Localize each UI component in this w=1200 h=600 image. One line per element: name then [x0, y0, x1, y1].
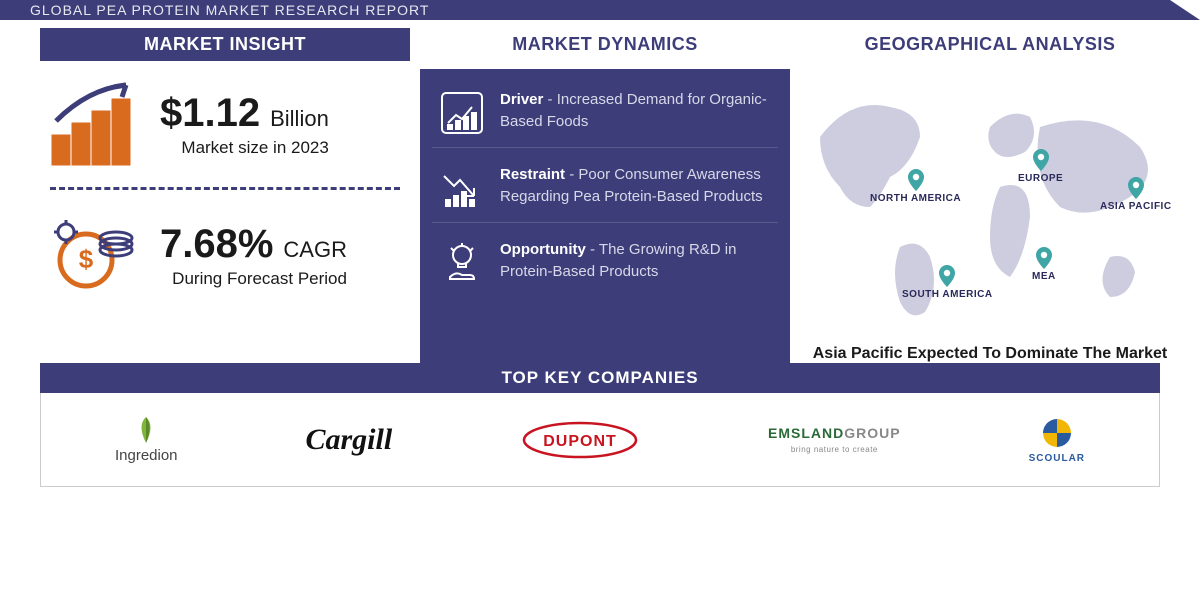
company-label: Ingredion: [115, 447, 178, 464]
leaf-icon: [129, 415, 163, 445]
company-cargill: Cargill: [305, 423, 392, 457]
cagr-unit: CAGR: [283, 237, 347, 263]
map-region-asia-pacific: ASIA PACIFIC: [1100, 177, 1172, 212]
restraint-text: Restraint - Poor Consumer Awareness Rega…: [500, 164, 772, 208]
main-row: MARKET INSIGHT $1.12 Billion: [0, 20, 1200, 363]
map-region-south-america: SOUTH AMERICA: [902, 265, 993, 300]
market-insight-column: MARKET INSIGHT $1.12 Billion: [40, 28, 410, 363]
bulb-hand-icon: [438, 239, 486, 287]
chart-down-icon: [438, 164, 486, 212]
companies-row: Ingredion Cargill DUPONT EMSLANDGROUP br…: [40, 393, 1160, 487]
market-dynamics-column: MARKET DYNAMICS Driver - Inc: [420, 28, 790, 363]
geo-header: GEOGRAPHICAL ANALYSIS: [865, 28, 1116, 61]
market-size-block: $1.12 Billion Market size in 2023: [40, 69, 410, 187]
report-title: GLOBAL PEA PROTEIN MARKET RESEARCH REPOR…: [30, 2, 429, 18]
coin-gear-icon: $: [48, 210, 144, 300]
map-region-mea: MEA: [1032, 247, 1056, 282]
svg-text:DUPONT: DUPONT: [543, 433, 617, 450]
companies-header: TOP KEY COMPANIES: [40, 363, 1160, 393]
cagr-sub: During Forecast Period: [160, 269, 347, 289]
map-pin-icon: [907, 169, 925, 193]
map-pin-icon: [1035, 247, 1053, 271]
dynamics-box: Driver - Increased Demand for Organic-Ba…: [420, 69, 790, 363]
emsland-tagline: bring nature to create: [791, 445, 878, 454]
cagr-text: 7.68% CAGR During Forecast Period: [160, 222, 347, 289]
market-size-unit: Billion: [270, 106, 329, 132]
dupont-logo-icon: DUPONT: [520, 420, 640, 460]
cagr-value: 7.68%: [160, 222, 273, 267]
map-pin-icon: [1127, 177, 1145, 201]
cagr-block: $ 7.68% CAGR: [40, 200, 410, 318]
svg-text:$: $: [79, 244, 94, 274]
world-map: NORTH AMERICA EUROPE ASIA PACIFIC SOUTH AME…: [800, 77, 1180, 337]
companies-section: TOP KEY COMPANIES Ingredion Cargill DUPO…: [40, 363, 1160, 487]
dynamics-driver: Driver - Increased Demand for Organic-Ba…: [432, 79, 778, 148]
restraint-label: Restraint: [500, 166, 565, 183]
bar-growth-icon: [48, 79, 144, 169]
insight-header: MARKET INSIGHT: [40, 28, 410, 61]
driver-label: Driver: [500, 91, 543, 108]
map-region-label: MEA: [1032, 271, 1056, 282]
opportunity-text: Opportunity - The Growing R&D in Protein…: [500, 239, 772, 283]
market-size-value: $1.12: [160, 91, 260, 136]
geo-caption: Asia Pacific Expected To Dominate The Ma…: [813, 345, 1167, 363]
insight-divider: [50, 187, 400, 190]
company-label: Cargill: [305, 423, 392, 457]
map-pin-icon: [1032, 149, 1050, 173]
driver-text: Driver - Increased Demand for Organic-Ba…: [500, 89, 772, 133]
report-title-bar: GLOBAL PEA PROTEIN MARKET RESEARCH REPOR…: [0, 0, 1200, 20]
company-scoular: SCOULAR: [1029, 415, 1085, 464]
company-label: SCOULAR: [1029, 453, 1085, 464]
market-size-text: $1.12 Billion Market size in 2023: [160, 91, 329, 158]
dynamics-opportunity: Opportunity - The Growing R&D in Protein…: [432, 229, 778, 297]
map-region-north-america: NORTH AMERICA: [870, 169, 961, 204]
company-emsland: EMSLANDGROUP bring nature to create: [768, 425, 901, 454]
dynamics-header: MARKET DYNAMICS: [420, 28, 790, 61]
chart-up-icon: [438, 89, 486, 137]
company-dupont: DUPONT: [520, 420, 640, 460]
map-region-label: NORTH AMERICA: [870, 193, 961, 204]
dynamics-restraint: Restraint - Poor Consumer Awareness Rega…: [432, 154, 778, 223]
map-region-label: EUROPE: [1018, 173, 1063, 184]
company-ingredion: Ingredion: [115, 415, 178, 464]
scoular-logo-icon: [1037, 415, 1077, 451]
market-size-sub: Market size in 2023: [160, 138, 329, 158]
map-region-europe: EUROPE: [1018, 149, 1063, 184]
map-pin-icon: [938, 265, 956, 289]
geo-column: GEOGRAPHICAL ANALYSIS NORTH AMERICA EUROP…: [800, 28, 1180, 363]
map-region-label: ASIA PACIFIC: [1100, 201, 1172, 212]
map-region-label: SOUTH AMERICA: [902, 289, 993, 300]
opportunity-label: Opportunity: [500, 241, 586, 258]
